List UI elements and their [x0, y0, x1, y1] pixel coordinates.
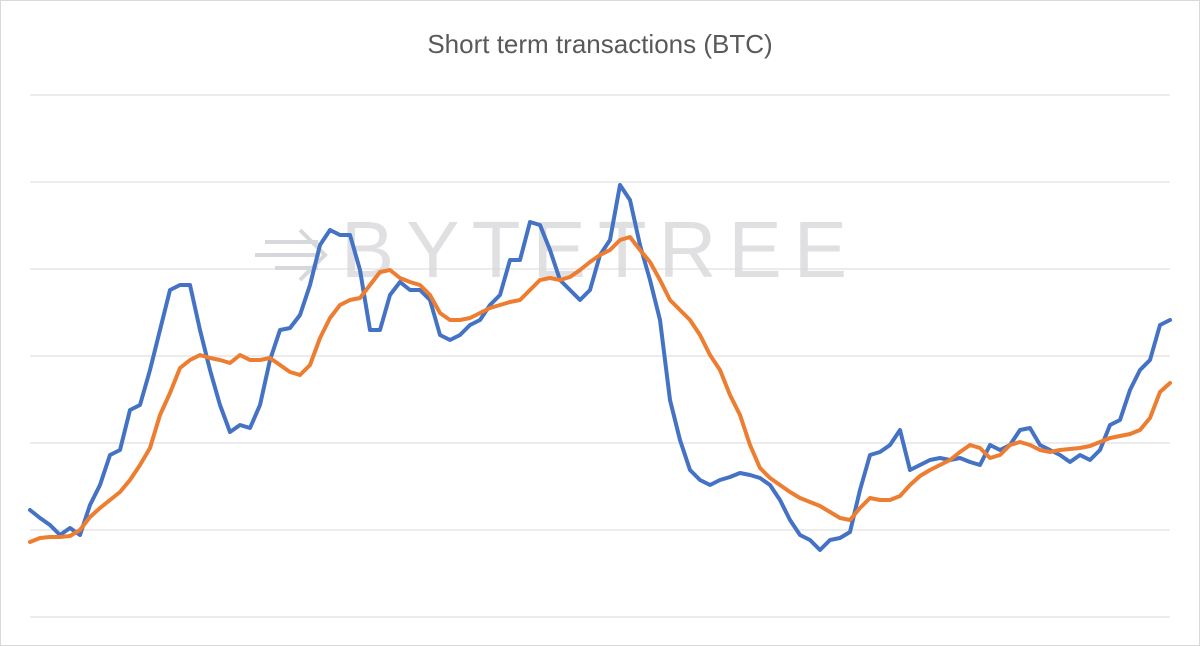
watermark: BYTETREE	[341, 205, 859, 294]
chart-title: Short term transactions (BTC)	[427, 29, 772, 59]
series-line	[28, 235, 1172, 544]
watermark-icon	[255, 228, 328, 282]
